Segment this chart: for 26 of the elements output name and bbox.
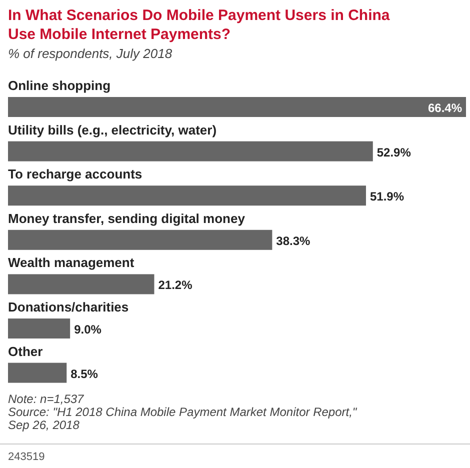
y-tick-label: Donations/charities [8, 300, 129, 314]
chart-subtitle: % of respondents, July 2018 [8, 46, 173, 61]
chart-title: In What Scenarios Do Mobile Payment Users in China Use Mobile Internet Payments? [8, 7, 390, 43]
data-label: 51.9% [370, 190, 404, 204]
text: Note: n=1,537 [8, 392, 86, 406]
y-tick-label: Other [8, 344, 43, 359]
data-label: 52.9% [376, 145, 412, 160]
bar [8, 186, 366, 206]
source-note: Source: "H1 2018 China Mobile Payment Market Monitor Report," Sep 26, 2018 [8, 405, 358, 432]
bar [8, 318, 70, 338]
y-tick-label: Utility bills (e.g., electricity, water) [8, 122, 217, 138]
y-tick-label: Money transfer, sending digital money [8, 210, 246, 226]
bar [8, 274, 154, 294]
data-label: 8.5% [70, 366, 98, 381]
bar [8, 97, 466, 117]
data-label: 66.4% [428, 101, 462, 115]
text: 243519 [8, 451, 45, 463]
bar [8, 230, 272, 250]
y-tick-label: Wealth management [8, 255, 135, 270]
bar [8, 362, 67, 383]
data-label: 38.3% [276, 234, 311, 248]
data-label: 9.0% [74, 322, 102, 336]
bar [8, 141, 373, 162]
y-tick-label: Online shopping [8, 78, 111, 93]
y-tick-label: To recharge accounts [8, 166, 142, 182]
data-label: 21.2% [158, 278, 193, 292]
